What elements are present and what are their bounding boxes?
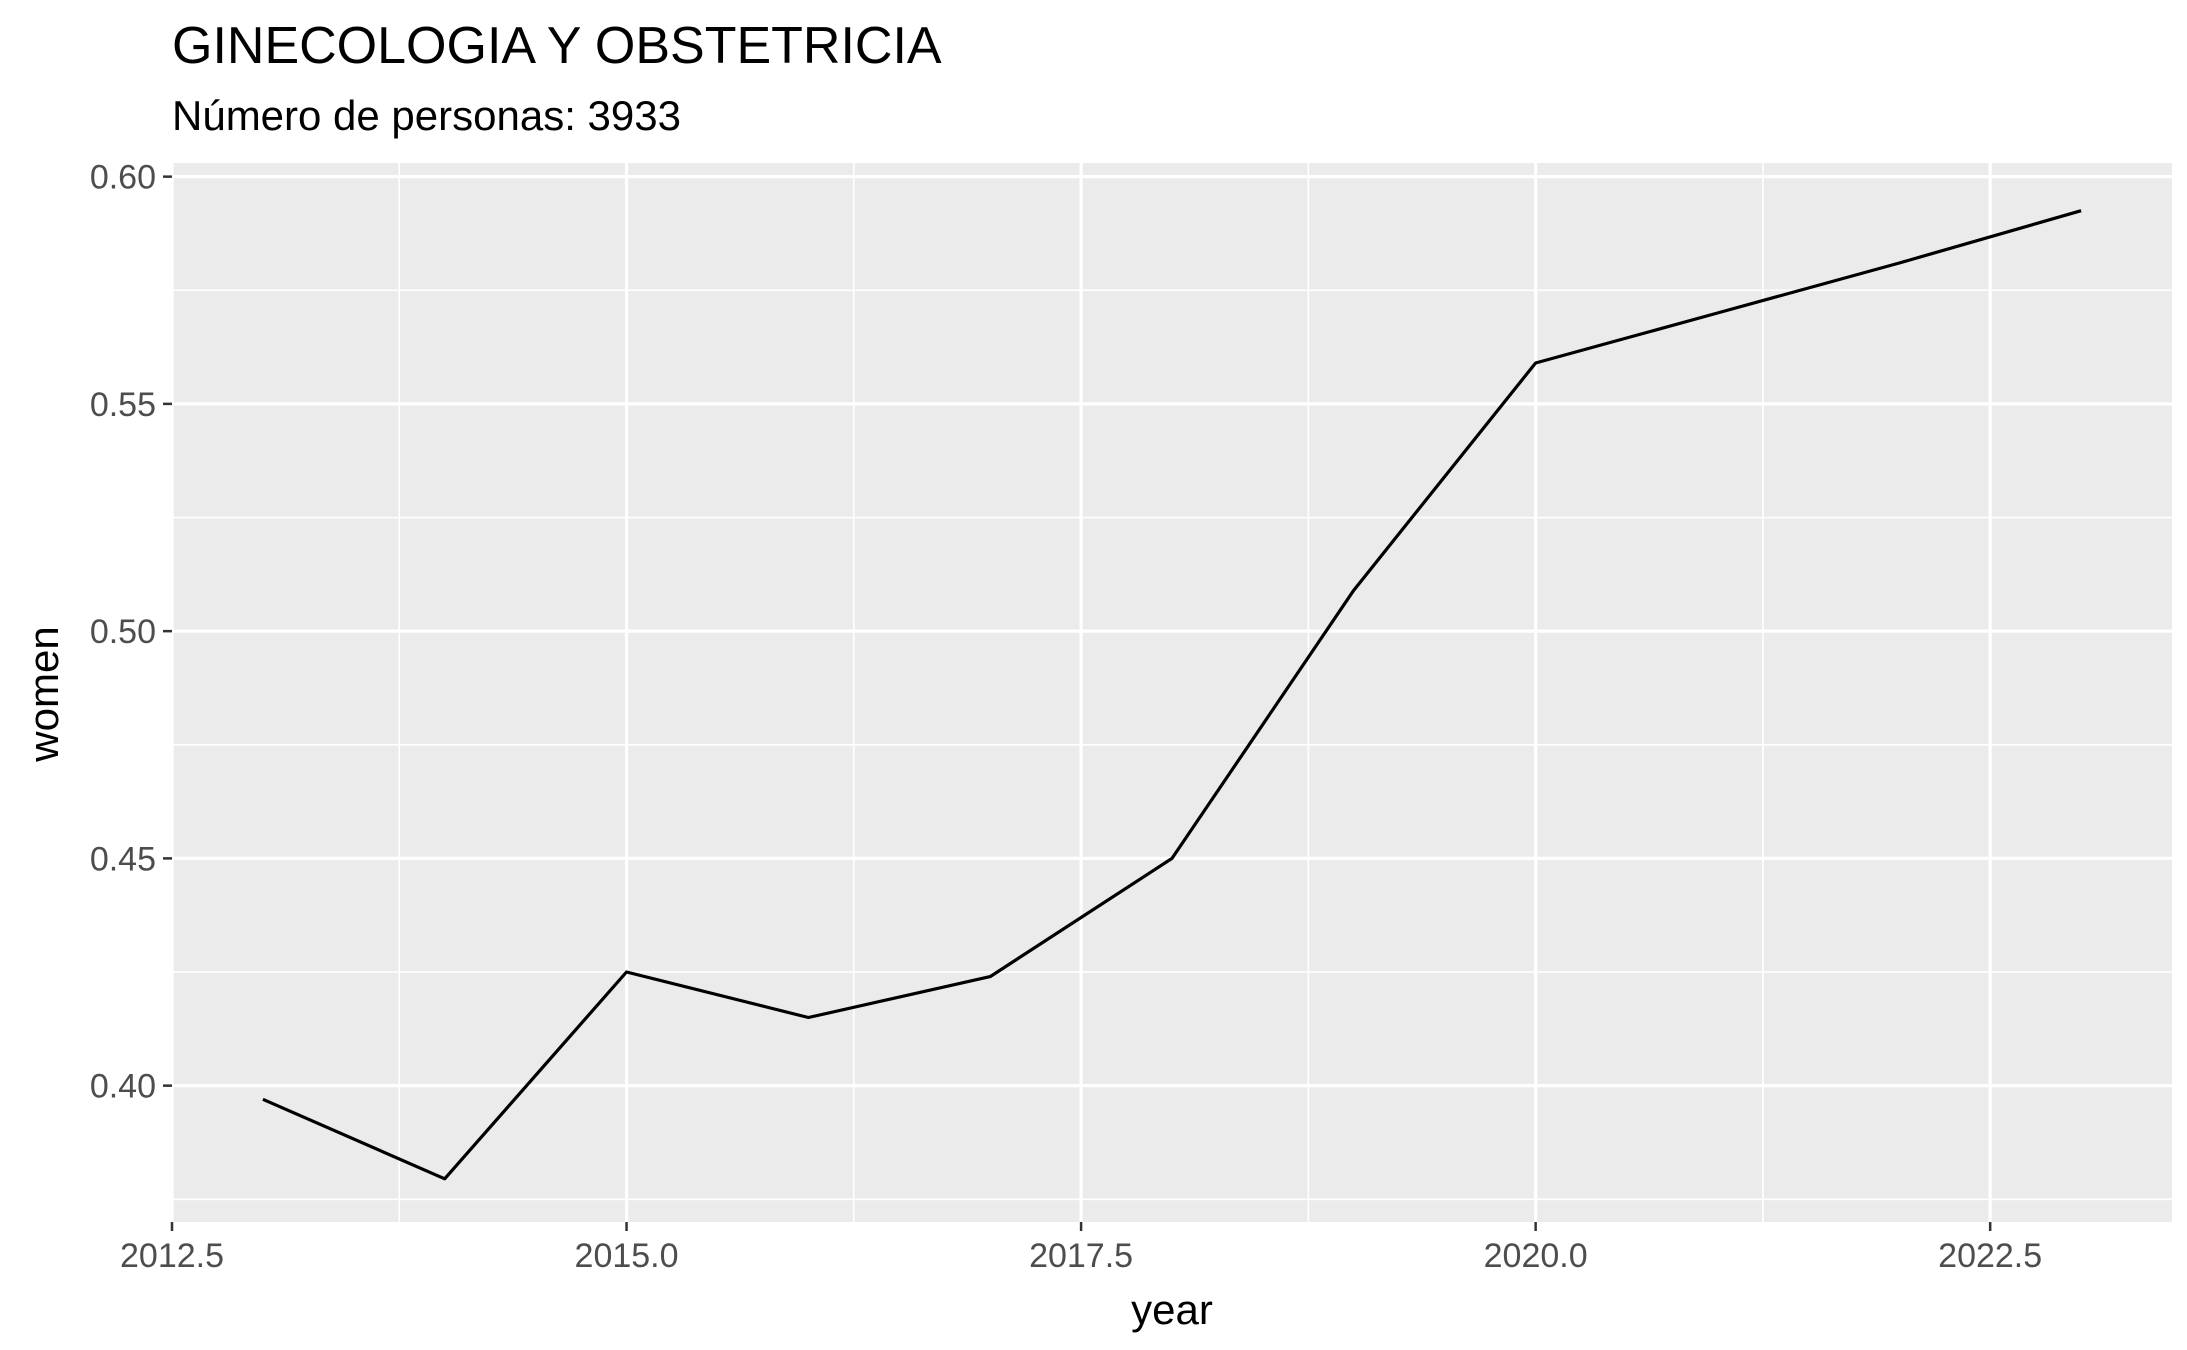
series-layer [262, 209, 2082, 1181]
x-tick-label: 2017.5 [1029, 1237, 1133, 1275]
x-tick-label: 2012.5 [120, 1237, 224, 1275]
major-gridlines [170, 163, 2172, 1222]
x-tick-label: 2015.0 [575, 1237, 679, 1275]
chart-subtitle: Número de personas: 3933 [172, 92, 681, 139]
x-tick-label: 2022.5 [1938, 1237, 2042, 1275]
y-tick-label: 0.60 [90, 159, 156, 197]
y-tick-label: 0.40 [90, 1068, 156, 1106]
x-axis: 2012.5 2015.0 2017.5 2020.0 2022.5 [120, 1222, 2042, 1275]
x-tick-label: 2020.0 [1484, 1237, 1588, 1275]
x-axis-title: year [1131, 1286, 1213, 1333]
y-axis: 0.40 0.45 0.50 0.55 0.60 [90, 159, 172, 1106]
y-tick-label: 0.55 [90, 386, 156, 424]
chart-title: GINECOLOGIA Y OBSTETRICIA [172, 17, 942, 75]
series-line [262, 209, 2082, 1181]
y-axis-title: women [20, 626, 67, 762]
plot-panel [172, 163, 2172, 1222]
minor-gridlines [172, 163, 2172, 1222]
y-tick-label: 0.45 [90, 840, 156, 878]
y-tick-label: 0.50 [90, 613, 156, 651]
